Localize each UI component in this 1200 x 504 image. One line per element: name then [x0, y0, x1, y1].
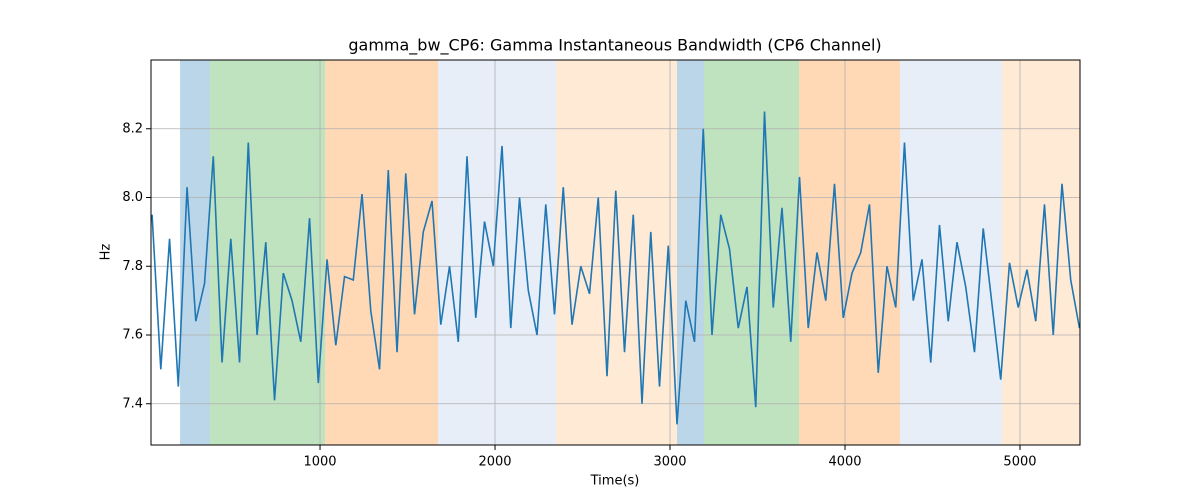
x-tick-label: 5000 — [1003, 455, 1036, 470]
y-tick-label: 7.6 — [122, 328, 143, 343]
x-tick-label: 3000 — [653, 455, 686, 470]
span — [437, 60, 557, 445]
y-tick-label: 7.8 — [122, 259, 143, 274]
y-tick-label: 7.4 — [122, 396, 143, 411]
span — [325, 60, 438, 445]
x-axis-label: Time(s) — [590, 474, 640, 489]
span — [180, 60, 210, 445]
y-tick-label: 8.0 — [122, 190, 143, 205]
span — [798, 60, 900, 445]
y-tick-label: 8.2 — [122, 121, 143, 136]
x-tick-label: 1000 — [303, 455, 336, 470]
data-line — [151, 111, 1081, 425]
x-tick-label: 4000 — [828, 455, 861, 470]
span — [556, 60, 678, 445]
span — [677, 60, 704, 445]
y-axis-label: Hz — [99, 244, 114, 261]
x-tick-label: 2000 — [478, 455, 511, 470]
plot-frame — [150, 59, 1081, 446]
chart-title: gamma_bw_CP6: Gamma Instantaneous Bandwi… — [348, 36, 881, 56]
span — [703, 60, 799, 445]
span — [899, 60, 1002, 445]
